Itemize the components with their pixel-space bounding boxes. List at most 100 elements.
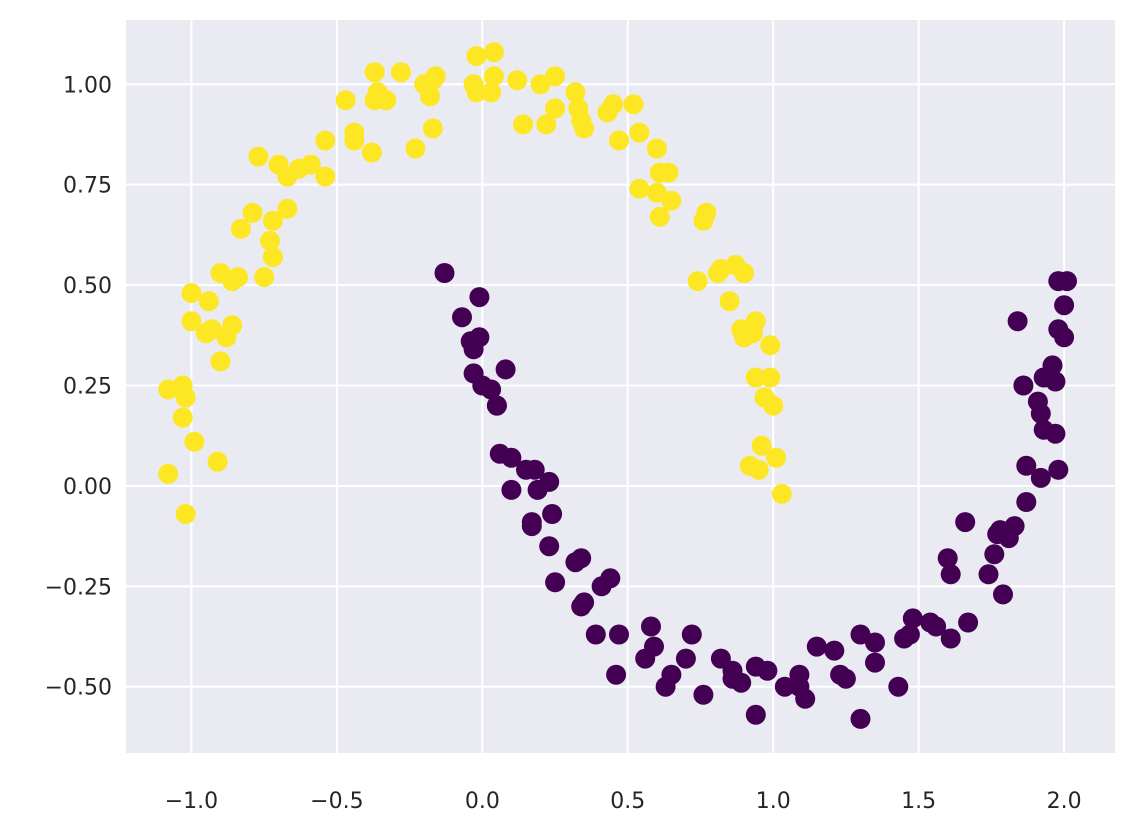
scatter-point-purple bbox=[644, 636, 664, 657]
scatter-point-purple bbox=[824, 640, 845, 661]
scatter-point-yellow bbox=[201, 319, 222, 340]
scatter-point-purple bbox=[1016, 455, 1037, 476]
scatter-point-yellow bbox=[315, 166, 336, 187]
scatter-point-purple bbox=[434, 263, 455, 283]
scatter-point-yellow bbox=[745, 311, 766, 332]
scatter-point-purple bbox=[1013, 375, 1034, 396]
x-tick-label: 2.0 bbox=[1047, 789, 1082, 814]
scatter-point-purple bbox=[978, 564, 999, 585]
scatter-point-purple bbox=[1057, 271, 1077, 292]
scatter-point-purple bbox=[571, 548, 592, 569]
scatter-point-yellow bbox=[198, 291, 219, 312]
scatter-point-yellow bbox=[513, 114, 534, 135]
scatter-point-purple bbox=[1004, 516, 1025, 537]
scatter-point-yellow bbox=[184, 431, 205, 452]
scatter-point-purple bbox=[501, 447, 522, 468]
scatter-point-yellow bbox=[335, 90, 356, 111]
scatter-point-purple bbox=[958, 612, 979, 633]
scatter-point-yellow bbox=[748, 459, 769, 480]
scatter-point-yellow bbox=[277, 198, 298, 219]
scatter-point-purple bbox=[1054, 295, 1075, 316]
scatter-point-purple bbox=[661, 664, 682, 685]
y-tick-label: −0.50 bbox=[45, 676, 112, 701]
scatter-point-yellow bbox=[175, 504, 196, 524]
scatter-point-yellow bbox=[484, 66, 504, 87]
scatter-point-yellow bbox=[422, 118, 443, 139]
scatter-point-yellow bbox=[175, 387, 196, 408]
scatter-point-purple bbox=[955, 512, 976, 533]
scatter-point-yellow bbox=[530, 74, 551, 95]
scatter-point-purple bbox=[1016, 492, 1037, 512]
scatter-point-purple bbox=[865, 652, 885, 673]
scatter-point-yellow bbox=[760, 335, 781, 356]
scatter-point-yellow bbox=[364, 62, 385, 83]
scatter-point-yellow bbox=[545, 66, 566, 87]
scatter-point-yellow bbox=[248, 146, 269, 167]
scatter-point-yellow bbox=[745, 367, 766, 388]
scatter-point-purple bbox=[993, 584, 1013, 605]
scatter-point-yellow bbox=[254, 267, 275, 288]
scatter-point-purple bbox=[542, 504, 563, 524]
scatter-point-purple bbox=[806, 636, 827, 657]
scatter-point-yellow bbox=[262, 247, 283, 267]
scatter-point-purple bbox=[481, 379, 502, 400]
y-tick-label: 0.50 bbox=[63, 274, 112, 299]
x-tick-label: 0.0 bbox=[465, 789, 500, 814]
scatter-point-yellow bbox=[658, 162, 679, 183]
scatter-point-yellow bbox=[565, 82, 586, 103]
scatter-point-yellow bbox=[425, 66, 446, 87]
scatter-point-yellow bbox=[649, 206, 670, 227]
scatter-point-yellow bbox=[172, 407, 193, 428]
scatter-point-purple bbox=[501, 479, 522, 500]
scatter-point-purple bbox=[1042, 355, 1063, 376]
scatter-point-purple bbox=[899, 624, 920, 645]
scatter-point-purple bbox=[521, 516, 542, 537]
scatter-point-purple bbox=[940, 564, 961, 585]
scatter-point-yellow bbox=[766, 447, 787, 468]
scatter-point-purple bbox=[524, 459, 545, 480]
scatter-point-yellow bbox=[228, 267, 248, 288]
scatter-point-purple bbox=[1045, 371, 1066, 392]
x-tick-label: 0.5 bbox=[610, 789, 645, 814]
scatter-point-yellow bbox=[623, 94, 644, 115]
scatter-point-yellow bbox=[361, 142, 382, 163]
scatter-point-yellow bbox=[609, 130, 629, 151]
x-axis-tick-labels: −1.0 −0.5 0.0 0.5 1.0 1.5 2.0 bbox=[165, 789, 1082, 814]
scatter-point-yellow bbox=[158, 463, 179, 484]
x-tick-label: −1.0 bbox=[165, 789, 218, 814]
scatter-point-purple bbox=[641, 616, 661, 637]
scatter-point-yellow bbox=[574, 118, 595, 139]
scatter-point-yellow bbox=[207, 451, 228, 472]
scatter-point-yellow bbox=[719, 291, 740, 312]
y-tick-label: 1.00 bbox=[63, 73, 112, 98]
scatter-point-purple bbox=[940, 628, 961, 649]
y-tick-label: 0.75 bbox=[63, 174, 112, 199]
x-tick-label: 1.0 bbox=[756, 789, 791, 814]
scatter-point-purple bbox=[469, 327, 490, 348]
scatter-point-purple bbox=[675, 648, 696, 669]
scatter-point-yellow bbox=[545, 98, 566, 119]
scatter-point-yellow bbox=[376, 90, 397, 111]
y-tick-label: −0.25 bbox=[45, 575, 112, 600]
scatter-point-purple bbox=[1007, 311, 1028, 332]
scatter-point-purple bbox=[902, 608, 923, 629]
scatter-point-yellow bbox=[181, 311, 202, 332]
scatter-point-yellow bbox=[484, 42, 504, 63]
scatter-point-purple bbox=[539, 471, 560, 492]
scatter-point-purple bbox=[681, 624, 702, 645]
scatter-point-yellow bbox=[763, 395, 784, 416]
scatter-point-purple bbox=[795, 688, 816, 709]
scatter-point-yellow bbox=[629, 122, 650, 143]
scatter-point-purple bbox=[1030, 403, 1051, 424]
scatter-point-purple bbox=[865, 632, 885, 653]
x-tick-label: 1.5 bbox=[901, 789, 936, 814]
scatter-point-purple bbox=[1048, 459, 1069, 480]
scatter-point-purple bbox=[835, 668, 856, 689]
scatter-point-yellow bbox=[315, 130, 336, 151]
scatter-point-yellow bbox=[344, 130, 365, 151]
y-tick-label: 0.00 bbox=[63, 475, 112, 500]
y-tick-label: 0.25 bbox=[63, 374, 112, 399]
scatter-point-yellow bbox=[242, 202, 263, 223]
scatter-point-yellow bbox=[687, 271, 708, 292]
